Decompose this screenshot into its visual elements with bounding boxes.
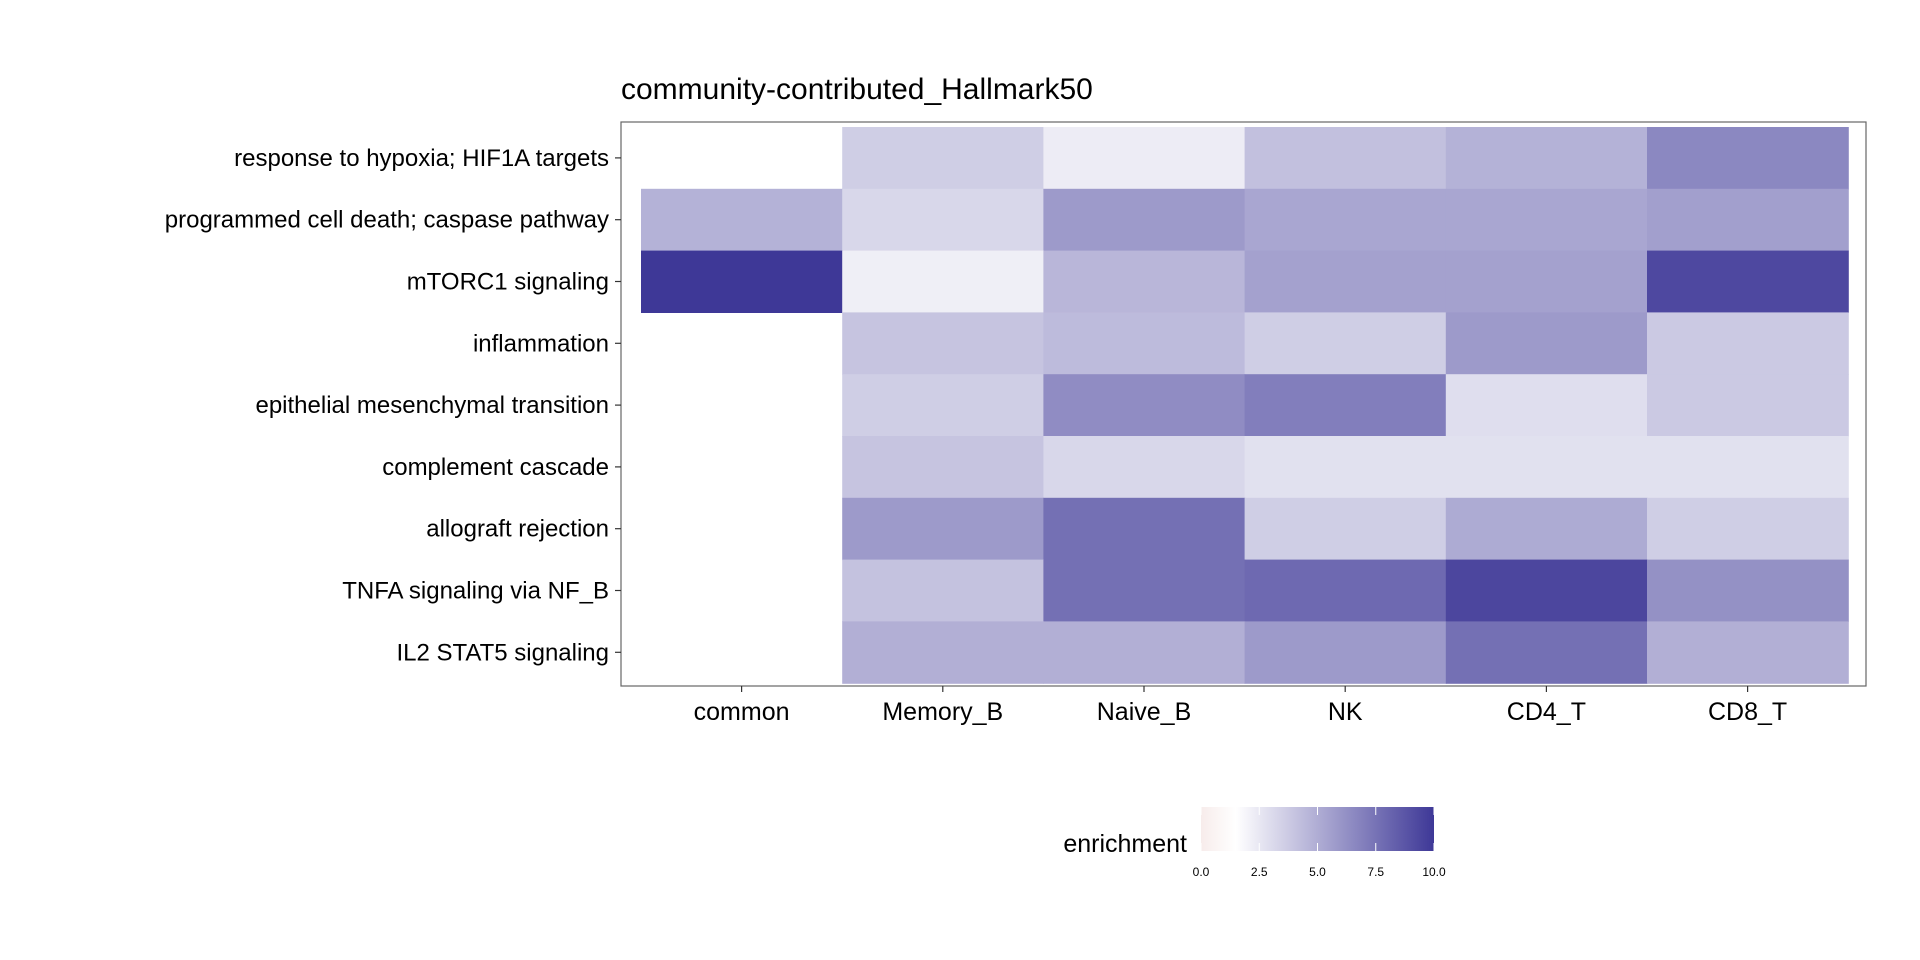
heatmap-cell xyxy=(1244,188,1447,252)
heatmap-cell xyxy=(842,374,1044,437)
heatmap-cell xyxy=(842,250,1044,313)
heatmap-cell xyxy=(1445,374,1648,437)
y-tick-label: TNFA signaling via NF_B xyxy=(342,578,609,605)
heatmap-cell xyxy=(1647,497,1849,561)
heatmap-cell xyxy=(1043,188,1246,252)
heatmap-cell xyxy=(1043,127,1246,190)
heatmap-cell xyxy=(1647,312,1849,375)
y-axis-labels: response to hypoxia; HIF1A targets progra… xyxy=(165,145,621,666)
legend: enrichment 0.0 2.5 5.0 7.5 10.0 xyxy=(1063,807,1446,879)
x-tick-label: CD4_T xyxy=(1507,698,1586,726)
x-tick-label: CD8_T xyxy=(1708,698,1787,726)
heatmap-cell xyxy=(842,559,1044,622)
legend-tick-label: 0.0 xyxy=(1193,865,1210,879)
heatmap-cell xyxy=(1445,559,1648,622)
heatmap-cell xyxy=(1043,312,1246,375)
heatmap-cell xyxy=(1244,559,1447,622)
heatmap-cell xyxy=(641,250,843,313)
heatmap-cell xyxy=(1043,559,1246,622)
y-tick-label: programmed cell death; caspase pathway xyxy=(165,207,609,234)
y-tick-label: allograft rejection xyxy=(426,516,609,543)
heatmap-cell xyxy=(842,436,1044,499)
heatmap-cell xyxy=(1445,497,1648,561)
legend-tick-label: 7.5 xyxy=(1367,865,1384,879)
heatmap-cell xyxy=(842,127,1044,190)
x-tick-label: Naive_B xyxy=(1097,698,1192,726)
heatmap-cell xyxy=(842,621,1044,684)
legend-title: enrichment xyxy=(1063,830,1187,858)
heatmap-cell xyxy=(1043,436,1246,499)
heatmap-cell xyxy=(1445,312,1648,375)
heatmap-cell xyxy=(1244,497,1447,561)
heatmap-cell xyxy=(1647,127,1849,190)
heatmap-cell xyxy=(1244,436,1447,499)
legend-tick-label: 5.0 xyxy=(1309,865,1326,879)
y-tick-label: complement cascade xyxy=(382,454,609,481)
heatmap-cell xyxy=(1445,250,1648,313)
heatmap-cells xyxy=(641,127,1849,684)
heatmap-cell xyxy=(842,497,1044,561)
heatmap-cell xyxy=(842,312,1044,375)
legend-ticks: 0.0 2.5 5.0 7.5 10.0 xyxy=(1193,807,1446,879)
legend-tick-label: 2.5 xyxy=(1251,865,1268,879)
heatmap-cell xyxy=(1647,621,1849,684)
y-tick-label: IL2 STAT5 signaling xyxy=(396,639,609,666)
heatmap-cell xyxy=(1445,188,1648,252)
y-tick-label: mTORC1 signaling xyxy=(407,269,609,296)
heatmap-cell xyxy=(1647,559,1849,622)
heatmap-cell xyxy=(1647,436,1849,499)
heatmap-cell xyxy=(1647,188,1849,252)
heatmap-cell xyxy=(1043,497,1246,561)
x-tick-label: common xyxy=(694,698,790,726)
heatmap-cell xyxy=(1244,621,1447,684)
heatmap-cell xyxy=(1445,621,1648,684)
heatmap-cell xyxy=(1043,250,1246,313)
heatmap-cell xyxy=(641,188,843,252)
heatmap-cell xyxy=(1647,250,1849,313)
heatmap-cell xyxy=(1244,374,1447,437)
heatmap-cell xyxy=(1043,374,1246,437)
heatmap-cell xyxy=(1244,127,1447,190)
y-tick-label: epithelial mesenchymal transition xyxy=(255,392,609,419)
x-tick-label: NK xyxy=(1328,698,1363,726)
y-tick-label: inflammation xyxy=(473,330,609,357)
x-axis-labels: common Memory_B Naive_B NK CD4_T CD8_T xyxy=(694,686,1787,726)
heatmap-cell xyxy=(1445,436,1648,499)
heatmap-cell xyxy=(1445,127,1648,190)
x-tick-label: Memory_B xyxy=(882,698,1003,726)
heatmap-cell xyxy=(1043,621,1246,684)
y-tick-label: response to hypoxia; HIF1A targets xyxy=(234,145,609,172)
heatmap-cell xyxy=(1244,250,1447,313)
plot-panel-border xyxy=(620,121,1867,687)
heatmap-cell xyxy=(842,188,1044,252)
heatmap-cell xyxy=(1647,374,1849,437)
legend-tick-label: 10.0 xyxy=(1422,865,1446,879)
chart-title: community-contributed_Hallmark50 xyxy=(621,73,1093,106)
heatmap-cell xyxy=(1244,312,1447,375)
